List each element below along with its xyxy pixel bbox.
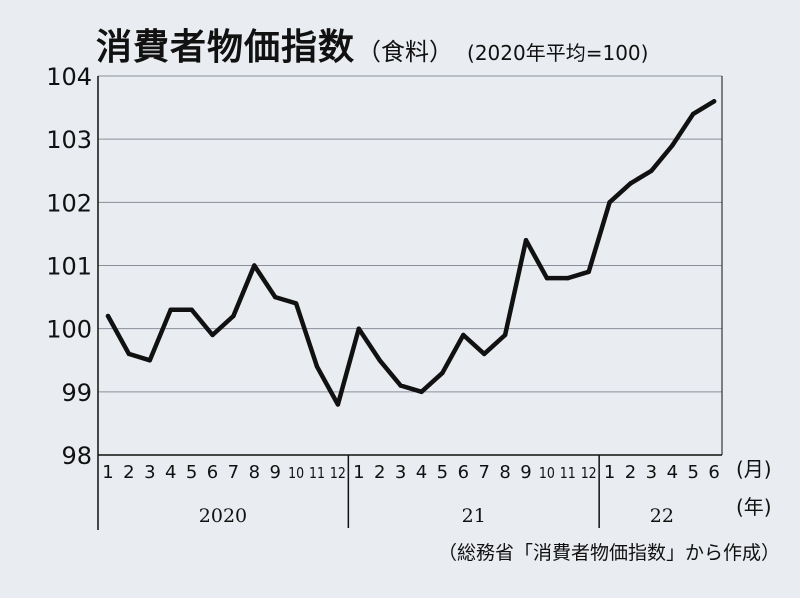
data-point (482, 351, 487, 357)
x-year-label: 2020 (199, 505, 247, 527)
data-point (335, 402, 341, 407)
data-point (126, 351, 132, 357)
x-tick-label-month: 10 (288, 464, 304, 482)
chart-title-base: (2020年平均=100) (467, 41, 649, 65)
x-year-label: 21 (462, 505, 486, 527)
x-tick-label-month: 8 (499, 462, 510, 483)
chart-title-sub: （食料） (357, 38, 454, 66)
data-point (314, 364, 320, 369)
x-tick-label-month: 2 (123, 462, 134, 483)
x-tick-label-month: 12 (581, 464, 597, 482)
data-point (523, 238, 529, 243)
data-point (649, 168, 654, 173)
y-tick-label: 100 (46, 316, 92, 344)
x-tick-label-month: 3 (646, 462, 657, 483)
data-point (147, 358, 152, 363)
data-point (461, 332, 466, 338)
x-tick-label-month: 11 (309, 464, 325, 482)
data-point (168, 307, 173, 312)
x-tick-label-month: 11 (560, 464, 576, 482)
y-tick-label: 103 (46, 126, 92, 154)
x-tick-label-month: 10 (539, 464, 555, 482)
x-tick-label-month: 9 (520, 462, 531, 483)
data-point (670, 143, 675, 148)
data-point (711, 99, 717, 104)
series-line-group (105, 99, 717, 407)
data-point (293, 301, 299, 306)
data-point (377, 358, 382, 363)
y-tick-label: 98 (61, 442, 92, 470)
x-tick-label-month: 1 (102, 462, 113, 483)
x-tick-label-month: 5 (186, 462, 197, 483)
y-tick-label: 99 (61, 379, 92, 407)
series-line (105, 99, 717, 407)
data-point (252, 263, 257, 268)
data-point (565, 275, 570, 281)
data-point (210, 332, 215, 338)
x-tick-label-month: 7 (228, 462, 239, 483)
axis-units: (月) (年) (736, 457, 772, 519)
y-axis-tick-labels: 98 99 100 101 102 103 104 (46, 63, 92, 470)
chart-title: 消費者物価指数 （食料） (2020年平均=100) (96, 14, 648, 66)
x-axis-unit-year: (年) (736, 495, 772, 519)
data-point (691, 111, 696, 117)
data-point (628, 181, 633, 186)
x-tick-label-month: 6 (458, 462, 469, 483)
x-axis: 1 2 3 4 5 6 7 8 9 10 11 12 1 2 3 4 5 6 7 8 9 10 11 12 1 2 3 4 5 62020… (97, 76, 723, 530)
source-note: （総務省「消費者物価指数」から作成） (437, 542, 780, 564)
data-point (607, 200, 612, 205)
data-point (544, 275, 550, 281)
x-tick-label-month: 6 (708, 462, 719, 483)
x-tick-label-month: 7 (478, 462, 489, 483)
y-tick-label: 101 (46, 253, 92, 281)
x-tick-label-month: 3 (395, 462, 406, 483)
data-point (356, 326, 361, 331)
x-tick-label-month: 3 (144, 462, 155, 483)
x-tick-label-month: 1 (604, 462, 615, 483)
chart-title-main: 消費者物価指数 (96, 27, 356, 68)
x-tick-label-month: 5 (687, 462, 698, 483)
x-tick-label-month: 8 (249, 462, 260, 483)
x-tick-label-month: 12 (330, 464, 346, 482)
data-point (586, 269, 591, 275)
y-tick-label: 102 (46, 189, 92, 217)
data-point (189, 307, 194, 312)
data-point (502, 332, 508, 338)
data-point (419, 389, 424, 395)
x-tick-label-month: 4 (165, 462, 176, 483)
data-point (231, 313, 236, 319)
grid-lines (98, 75, 722, 393)
x-tick-label-month: 2 (625, 462, 636, 483)
x-tick-label-month: 1 (353, 462, 364, 483)
x-year-label: 22 (650, 505, 674, 527)
data-point (398, 383, 403, 388)
x-tick-label-month: 4 (416, 462, 427, 483)
x-axis-unit-month: (月) (736, 457, 772, 481)
x-tick-label-month: 2 (374, 462, 385, 483)
x-tick-label-month: 6 (207, 462, 218, 483)
data-point (440, 370, 445, 376)
y-tick-label: 104 (46, 63, 92, 91)
data-point (105, 313, 111, 319)
data-point (273, 294, 278, 300)
x-tick-label-month: 4 (667, 462, 678, 483)
x-tick-label-month: 9 (269, 462, 280, 483)
x-tick-label-month: 5 (437, 462, 448, 483)
